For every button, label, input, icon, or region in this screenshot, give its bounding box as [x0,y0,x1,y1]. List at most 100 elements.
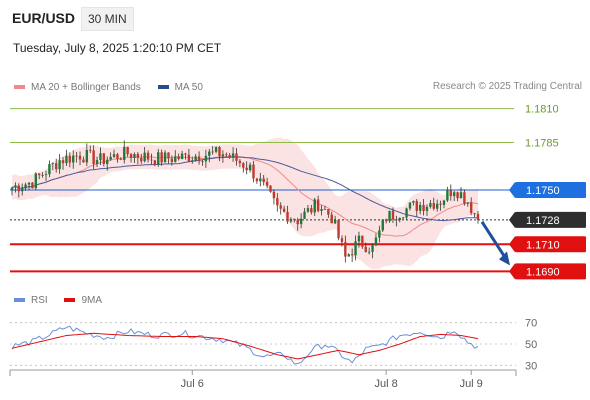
legend-label-9ma: 9MA [81,294,103,306]
candle-body [422,205,425,211]
candle-body [180,153,184,160]
candle-body [231,153,235,158]
candle-body [82,159,85,163]
candle [225,152,228,158]
candle [119,157,123,161]
candle-body [439,203,442,205]
candle-body [204,155,208,162]
candle [425,204,429,216]
candle-body [85,149,89,163]
candle [422,198,425,216]
candle [337,219,340,241]
candle [446,186,449,203]
candle [248,162,252,173]
candle [282,205,286,213]
candle-body [21,188,24,192]
candle-body [218,147,221,157]
legend-swatch-9ma [64,298,76,302]
candle [415,199,418,217]
candle [123,140,126,164]
candle-body [14,185,17,188]
candle [459,187,463,199]
timeframe-badge[interactable]: 30 MIN [81,7,134,31]
candle-body [238,160,242,164]
candle-body [364,246,367,253]
candle [133,152,136,164]
candle [330,211,333,224]
candle-body [296,220,299,225]
candle [398,217,401,223]
candle-body [89,149,92,151]
candle [31,182,34,189]
candle-body [378,230,381,238]
candle [21,183,24,196]
candle [221,150,225,163]
candle-body [58,160,61,170]
candle [95,156,99,168]
candle [82,156,85,163]
level-tag-pointer [509,182,515,198]
candle [344,235,347,263]
candle-body [41,175,44,176]
candle [75,151,78,163]
candle-body [418,205,422,211]
candle [106,156,109,171]
candle [85,143,89,167]
forecast-arrow-head [499,251,510,266]
candle-body [262,178,265,182]
candle [116,152,119,163]
candle-body [408,202,412,209]
candle-body [252,164,255,179]
candle-body [72,155,75,163]
candle [129,152,133,163]
candle [242,162,245,173]
candle-body [316,199,320,211]
candle [153,159,157,167]
candle [357,231,361,248]
candle-body [320,209,323,211]
candle [38,173,41,180]
candle-body [432,203,435,209]
candle-body [228,155,231,158]
legend-item-rsi: RSI [14,295,48,306]
candle [252,160,255,183]
candle-body [347,254,350,257]
candle-body [75,155,78,157]
level-label-1.1710: 1.1710 [526,239,560,251]
candle-body [293,218,296,221]
candle-body [384,219,388,222]
candle-body [269,185,272,192]
candle [371,243,374,259]
candle [272,189,276,205]
candle [112,149,116,158]
rsi-legend: RSI 9MA [14,294,116,306]
candle-body [374,237,378,246]
candle-body [442,200,446,205]
candle-body [201,161,204,163]
candle [160,149,163,166]
candle-body [272,191,276,199]
candle [412,200,415,206]
candle-body [225,154,228,156]
candle-body [456,192,459,199]
candle-body [398,217,401,220]
level-label-1.1690: 1.1690 [526,266,560,278]
candle-body [211,151,214,153]
candle [408,201,412,211]
candle-body [106,159,109,164]
candle-body [306,208,310,212]
level-tag-pointer [509,263,515,280]
candle [347,253,350,257]
candle-body [367,251,371,253]
candle [136,151,140,165]
candle-body [68,155,72,163]
candle-body [452,192,456,197]
candle [452,190,456,202]
candle-body [361,235,364,247]
candle-body [337,219,340,239]
candle [34,172,38,191]
candle [191,156,194,164]
level-label-1.1750: 1.1750 [526,185,560,197]
candle-body [51,163,55,165]
